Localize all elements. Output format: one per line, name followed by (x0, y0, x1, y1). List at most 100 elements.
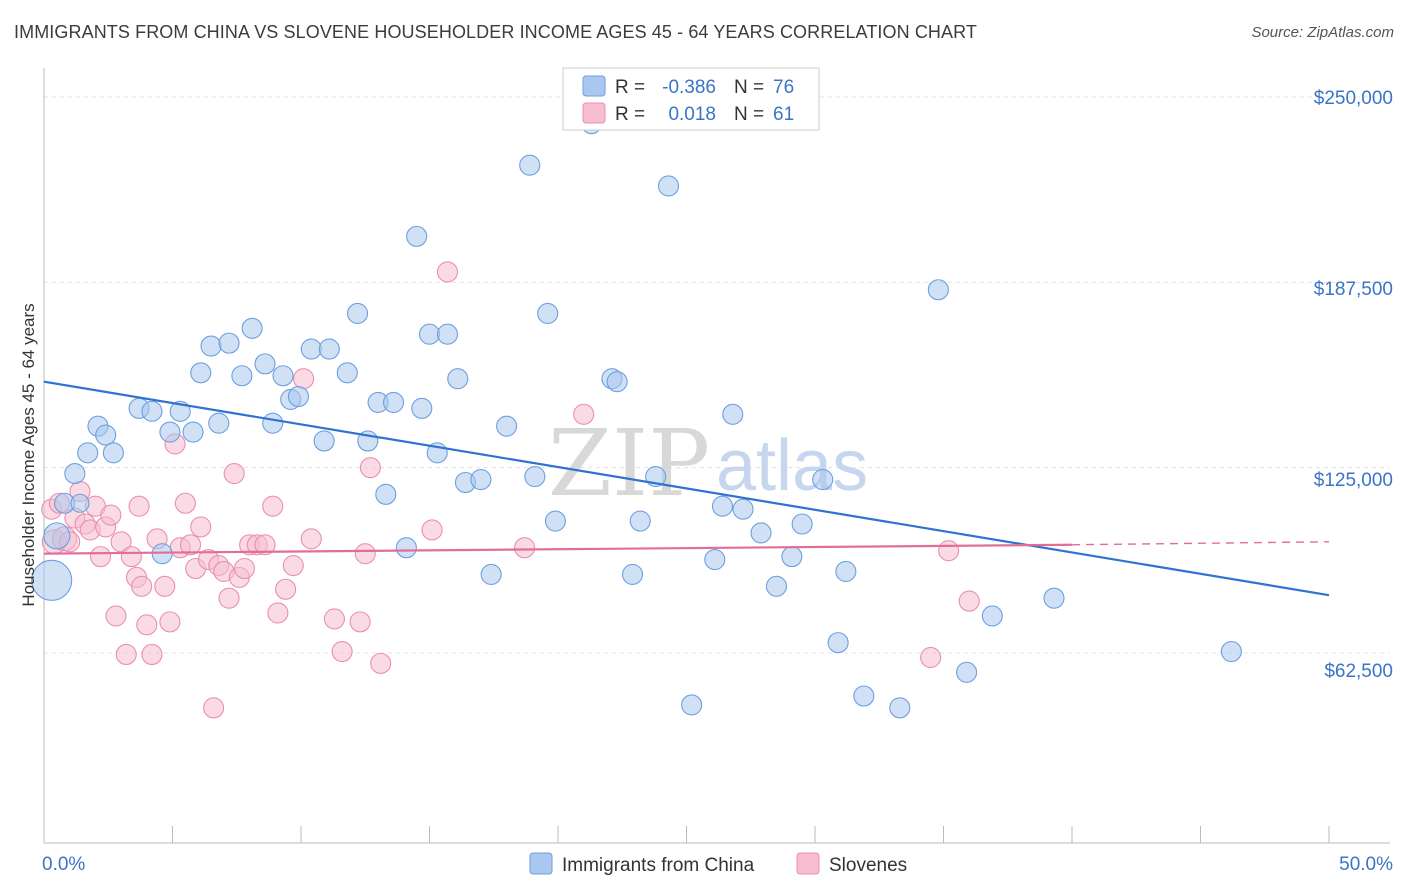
data-point-china (681, 694, 703, 716)
data-point-china (70, 493, 90, 513)
data-point-slovenes (262, 495, 284, 517)
data-point-china (1043, 587, 1065, 609)
data-point-china (827, 632, 849, 654)
data-point-slovenes (115, 643, 137, 666)
data-point-china (981, 605, 1003, 627)
data-point-slovenes (275, 578, 297, 600)
data-point-china (621, 563, 644, 585)
data-point-slovenes (128, 495, 150, 517)
data-point-slovenes (203, 697, 225, 719)
data-point-slovenes (159, 611, 181, 633)
data-point-china (382, 391, 405, 413)
data-point-china (169, 400, 191, 422)
trend-line-slovenes-extension (1071, 541, 1330, 546)
data-point-china (159, 421, 181, 443)
y-tick-label: $125,000 (1314, 470, 1393, 491)
gridlines (44, 96, 1390, 654)
data-point-slovenes (293, 368, 315, 390)
data-point-slovenes (267, 602, 289, 624)
data-point-china (418, 323, 441, 345)
data-point-china (64, 463, 86, 485)
legend-r-value-slovenes: 0.018 (668, 104, 716, 125)
data-point-china (102, 442, 124, 464)
data-point-slovenes (218, 587, 240, 609)
data-point-china (480, 563, 502, 585)
data-point-china (218, 332, 240, 354)
data-point-china (519, 154, 541, 176)
data-point-china (31, 559, 73, 601)
data-point-slovenes (100, 504, 122, 526)
data-point-china (524, 466, 546, 488)
data-point-china (732, 498, 754, 520)
data-point-china (544, 510, 566, 532)
legend-r-value-china: -0.386 (662, 77, 716, 98)
data-point-china (95, 424, 117, 446)
data-point-slovenes (958, 590, 980, 612)
data-point-slovenes (174, 492, 196, 514)
data-point-china (629, 510, 651, 532)
data-point-slovenes (282, 554, 304, 577)
stats-legend-box (562, 67, 820, 131)
bottom-legend-swatch-slovenes (796, 852, 820, 875)
watermark-atlas: atlas (716, 426, 868, 506)
legend-n-value-china: 76 (773, 77, 794, 98)
data-point-slovenes (370, 652, 392, 674)
x-tick-label-min: 0.0% (42, 854, 85, 875)
legend-n-value-slovenes: 61 (773, 104, 794, 125)
data-point-slovenes (223, 463, 245, 485)
legend-swatch-slovenes (582, 102, 606, 124)
series-immigrants-from-china (31, 113, 1242, 719)
y-axis-title: Householder Income Ages 45 - 64 years (19, 303, 38, 606)
data-point-slovenes (300, 528, 322, 550)
data-point-china (262, 412, 284, 434)
data-point-slovenes (573, 403, 595, 425)
data-point-china (447, 368, 469, 390)
data-point-china (200, 335, 222, 357)
data-point-china (791, 513, 813, 535)
data-point-slovenes (179, 534, 202, 556)
data-point-china (287, 385, 309, 408)
data-point-china (272, 365, 294, 387)
y-tick-label: $250,000 (1314, 88, 1393, 109)
data-point-slovenes (421, 519, 443, 541)
series-legend: Immigrants from China Slovenes (529, 852, 907, 876)
data-point-slovenes (331, 640, 353, 663)
bottom-legend-swatch-china (529, 852, 553, 875)
data-point-china (336, 362, 358, 384)
legend-n-label: N = (734, 104, 764, 125)
data-point-china (182, 421, 204, 443)
data-point-slovenes (359, 457, 381, 479)
data-point-slovenes (136, 614, 158, 636)
data-point-slovenes (323, 608, 345, 630)
data-point-china (313, 430, 335, 452)
data-point-china (812, 468, 834, 491)
data-point-china (722, 403, 744, 425)
data-point-slovenes (190, 516, 212, 538)
trend-line-slovenes (43, 543, 1073, 555)
data-point-china (765, 575, 788, 597)
data-point-slovenes (514, 537, 536, 559)
data-point-china (208, 412, 230, 434)
data-point-china (318, 338, 340, 360)
data-point-slovenes (354, 543, 376, 565)
data-point-china (254, 353, 276, 375)
legend-n-label: N = (734, 77, 764, 98)
data-point-china (395, 537, 417, 559)
data-point-slovenes (141, 643, 163, 666)
data-point-slovenes (254, 534, 276, 556)
data-point-slovenes (938, 540, 960, 562)
data-point-slovenes (89, 546, 112, 568)
data-point-slovenes (154, 575, 176, 597)
data-point-china (1220, 640, 1242, 663)
trend-line-china (43, 380, 1330, 597)
legend-swatch-china (582, 75, 606, 97)
data-point-china (956, 661, 978, 683)
stats-legend: R = -0.386 N = 76 R = 0.018 N = 61 (562, 67, 820, 131)
data-point-china (141, 400, 163, 422)
data-point-china (927, 279, 949, 301)
data-point-china (781, 546, 803, 568)
data-point-slovenes (233, 557, 256, 580)
data-point-china (537, 302, 559, 325)
data-point-china (704, 549, 726, 571)
data-point-china (77, 442, 99, 464)
